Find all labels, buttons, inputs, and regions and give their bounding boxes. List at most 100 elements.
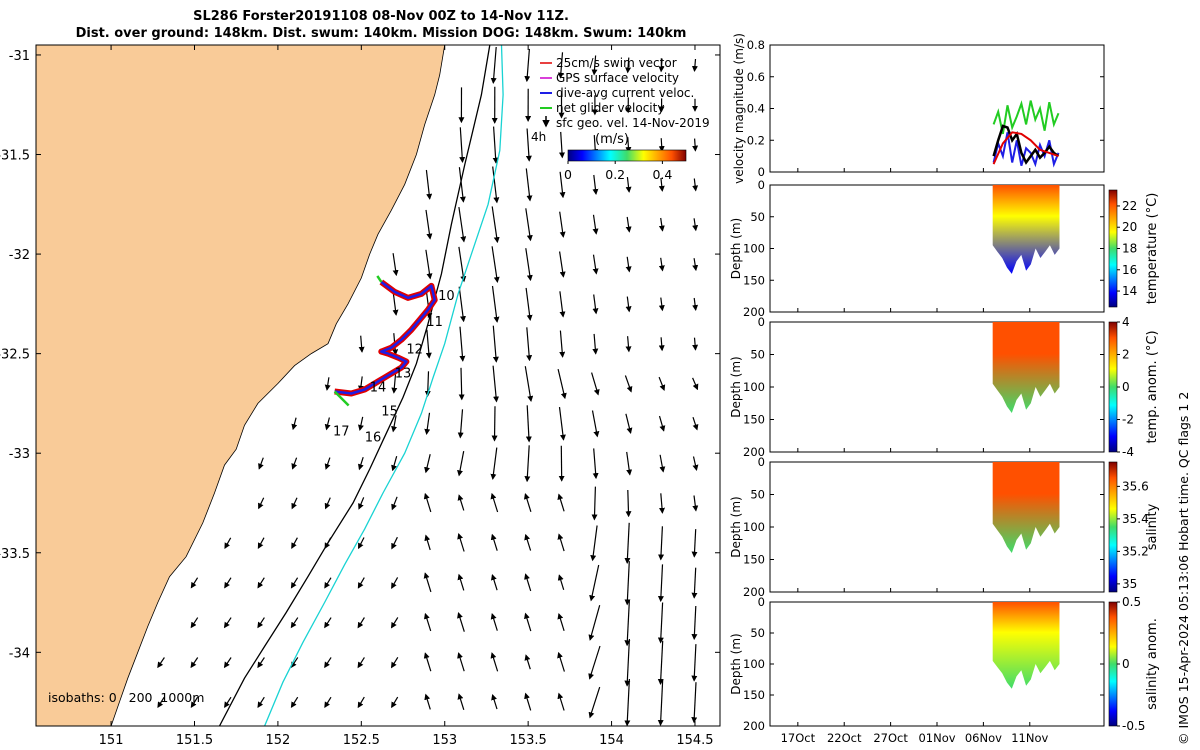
- colorbar-tick-label: -4: [1122, 445, 1134, 459]
- colorbar-tick-label: 18: [1122, 242, 1137, 256]
- track-label-0: 10: [438, 289, 455, 304]
- map-colorbar-tick-label: 0.2: [605, 167, 625, 182]
- map-x-tick-label: 152: [265, 733, 290, 748]
- panel-x-tick-label: 06Nov: [965, 731, 1002, 745]
- panel-x-tick-label: 17Oct: [781, 731, 816, 745]
- colorbar-label: salinity: [1145, 503, 1160, 550]
- time-series-panels: 0 0.2 0.4 0.6 0.8velocity magnitude (m/s) 0 50…: [729, 33, 1160, 745]
- panel-colorbar: [1109, 190, 1117, 307]
- map-colorbar-tick-label: 0.4: [652, 167, 672, 182]
- panel-x-tick-label: 27Oct: [873, 731, 908, 745]
- panel-y-tick-label: 50: [750, 348, 765, 362]
- panel-y-label: Depth (m): [729, 356, 743, 417]
- map-y-tick-label: -32.5: [0, 348, 30, 363]
- panel-y-tick-label: 50: [750, 626, 765, 640]
- panel-y-tick-label: 0: [758, 165, 765, 179]
- panel-y-tick-label: 150: [743, 553, 765, 567]
- colorbar-tick-label: 4: [1122, 315, 1130, 329]
- panel-1: 0 0.2 0.4 0.6 0.8velocity magnitude (m/s): [732, 33, 1104, 184]
- colorbar-tick-label: 0.5: [1122, 595, 1141, 609]
- track-label-1: 11: [426, 315, 443, 330]
- panel-colorbar: [1109, 462, 1117, 592]
- colorbar-tick-label: 0: [1122, 380, 1130, 394]
- panel-y-tick-label: 0: [758, 595, 765, 609]
- map-x-tick-label: 154.5: [676, 733, 713, 748]
- panel-y-tick-label: 150: [743, 688, 765, 702]
- map-y-tick-label: -31.5: [0, 149, 30, 164]
- map-y-tick-label: -34: [9, 646, 30, 661]
- colorbar-tick-label: -0.5: [1122, 719, 1145, 733]
- panel-2: 050100150200Depth (m)1416182022 temperatu…: [729, 178, 1160, 319]
- panel-y-tick-label: 50: [750, 210, 765, 224]
- panel-y-tick-label: 0.6: [747, 70, 765, 84]
- panel-y-tick-label: 0: [758, 315, 765, 329]
- panel-y-tick-label: 0.2: [747, 133, 765, 147]
- track-label-7: 17: [333, 424, 350, 439]
- panel-y-tick-label: 150: [743, 413, 765, 427]
- panel-y-tick-label: 50: [750, 488, 765, 502]
- legend-gps-label: GPS surface velocity: [556, 71, 679, 85]
- panel-y-tick-label: 100: [743, 657, 765, 671]
- panel-4: 050100150200Depth (m)3535.235.435.6salin…: [729, 455, 1160, 599]
- isobaths-label: isobaths: 0 200 1000m: [48, 690, 204, 705]
- geo-velocity-arrow: [661, 138, 662, 151]
- colorbar-tick-label: 16: [1122, 263, 1137, 277]
- panel-y-tick-label: 0.4: [747, 102, 765, 116]
- panel-y-label: Depth (m): [729, 496, 743, 557]
- colorbar-tick-label: -2: [1122, 413, 1134, 427]
- map-y-tick-label: -33: [9, 447, 30, 462]
- track-label-4: 14: [370, 381, 387, 396]
- panel-y-tick-label: 150: [743, 273, 765, 287]
- map-panel: 1011121314151617 151 151.5 152 152.5 153 153.…: [0, 45, 720, 748]
- colorbar-tick-label: 14: [1122, 284, 1137, 298]
- map-x-tick-label: 153: [432, 733, 457, 748]
- panel-x-tick-label: 11Nov: [1011, 731, 1048, 745]
- panel-y-tick-label: 0.8: [747, 38, 765, 52]
- legend-dive-avg-label: dive-avg current veloc.: [556, 86, 694, 100]
- geo-velocity-arrow: [461, 368, 462, 399]
- colorbar-tick-label: 35: [1122, 577, 1137, 591]
- colorbar-tick-label: 2: [1122, 348, 1130, 362]
- colorbar-label: temp. anom. (°C): [1145, 330, 1160, 443]
- panel-y-label: Depth (m): [729, 218, 743, 279]
- colorbar-label: temperature (°C): [1145, 193, 1160, 305]
- track-label-6: 16: [365, 430, 382, 445]
- legend-net-glider-label: net glider velocity: [556, 101, 664, 115]
- map-x-tick-label: 153.5: [510, 733, 547, 748]
- panel-y-label: Depth (m): [729, 633, 743, 694]
- colorbar-tick-label: 0: [1122, 657, 1130, 671]
- geo-velocity-arrow: [495, 406, 496, 440]
- colorbar-tick-label: 22: [1122, 199, 1137, 213]
- legend-swim-label: 25cm/s swim vector: [556, 56, 677, 70]
- colorbar-unit-label: (m/s): [595, 132, 629, 147]
- colorbar-label: salinity anom.: [1145, 618, 1160, 710]
- panel-y-tick-label: 100: [743, 242, 765, 256]
- panel-x-tick-label: 01Nov: [918, 731, 955, 745]
- track-label-2: 12: [406, 343, 423, 358]
- map-x-tick-label: 152.5: [343, 733, 380, 748]
- colorbar-tick-label: 35.6: [1122, 479, 1149, 493]
- map-y-tick-label: -31: [9, 49, 30, 64]
- track-label-3: 13: [395, 367, 412, 382]
- map-colorbar-tick-label: 0: [564, 167, 572, 182]
- panel-colorbar: [1109, 322, 1117, 452]
- legend-4h-label: 4h: [531, 130, 546, 144]
- colorbar-tick-label: 20: [1122, 220, 1137, 234]
- geo-velocity-arrow: [695, 139, 696, 151]
- map-y-tick-label: -32: [9, 248, 30, 263]
- map-y-tick-label: -33.5: [0, 547, 30, 562]
- panel-x-tick-label: 22Oct: [827, 731, 862, 745]
- legend-geo-vel-label: sfc geo. vel. 14-Nov-2019: [556, 116, 710, 130]
- panel-y-tick-label: 100: [743, 520, 765, 534]
- panel-y-tick-label: 0: [758, 178, 765, 192]
- panel-colorbar: [1109, 602, 1117, 726]
- panel-y-label: velocity magnitude (m/s): [732, 33, 746, 184]
- map-colorbar: [568, 150, 686, 161]
- panel-3: 0 50 100 150 200 Depth (m) -4 -2 0 2 4 temp. anom. …: [729, 315, 1160, 459]
- track-label-5: 15: [381, 404, 398, 419]
- panel-y-tick-label: 100: [743, 380, 765, 394]
- map-x-tick-label: 151: [99, 733, 124, 748]
- map-x-tick-label: 154: [599, 733, 624, 748]
- geo-velocity-arrow: [628, 490, 629, 516]
